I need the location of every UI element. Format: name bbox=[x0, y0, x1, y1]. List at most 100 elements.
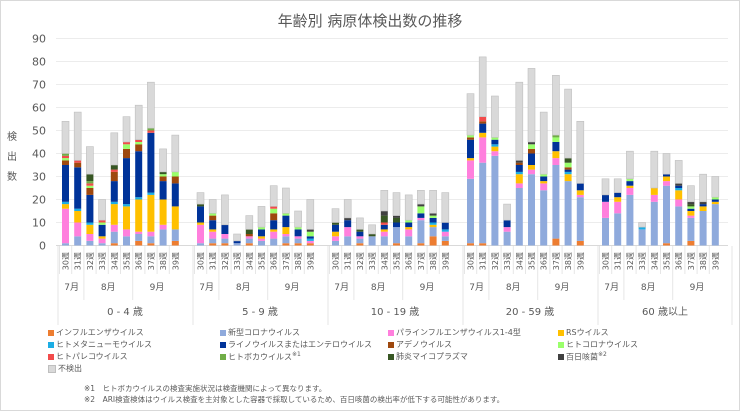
bar-segment bbox=[380, 211, 388, 216]
bar-segment bbox=[135, 139, 143, 142]
x-month-label: 9月 bbox=[285, 282, 300, 293]
x-week-label: 34週 bbox=[110, 252, 119, 270]
bar-segment bbox=[540, 176, 548, 182]
footnotes: ※1 ヒトボカウイルスの検査実施状況は検査機関によって異なります。 ※2 ARI検… bbox=[84, 383, 504, 405]
x-week-label: 33週 bbox=[233, 252, 242, 270]
bar-segment bbox=[258, 238, 265, 241]
bar-segment bbox=[528, 174, 535, 246]
bar-segment bbox=[515, 81, 524, 161]
bar-segment bbox=[674, 160, 683, 184]
bar-segment bbox=[528, 142, 535, 145]
bar-segment bbox=[380, 190, 389, 212]
bar-segment bbox=[699, 173, 707, 203]
bar-segment bbox=[711, 176, 720, 198]
bar-segment bbox=[209, 229, 217, 232]
bar-segment bbox=[626, 150, 634, 180]
bar-segment bbox=[209, 238, 217, 244]
bar-segment bbox=[368, 234, 376, 237]
x-age-group-label: 0 - 4 歳 bbox=[107, 306, 143, 318]
bar-segment bbox=[73, 111, 82, 161]
bar-segment bbox=[306, 238, 314, 241]
bar-segment bbox=[675, 199, 683, 207]
bar-segment bbox=[429, 222, 437, 225]
bar-segment bbox=[282, 215, 290, 228]
bar-segment bbox=[123, 142, 130, 145]
bar-segment bbox=[675, 185, 683, 188]
x-week-label: 39週 bbox=[576, 252, 585, 270]
legend-item: アデノウイルス bbox=[388, 339, 452, 350]
bar-segment bbox=[135, 144, 143, 152]
footnote-mark: ※2 bbox=[84, 395, 103, 404]
bar-segment bbox=[86, 222, 94, 225]
bar-segment bbox=[515, 188, 523, 246]
bar-segment bbox=[417, 220, 425, 244]
bar-segment bbox=[638, 227, 646, 230]
x-week-label: 30週 bbox=[332, 252, 341, 270]
x-week-label: 38週 bbox=[429, 252, 438, 270]
bar-segment bbox=[331, 208, 340, 223]
bar-segment bbox=[282, 243, 290, 246]
bar-segment bbox=[527, 68, 536, 143]
bar-segment bbox=[467, 178, 474, 244]
legend-item: パラインフルエンザウイルス1-4型 bbox=[388, 327, 521, 338]
x-week-label: 36週 bbox=[405, 252, 414, 270]
x-week-label: 31週 bbox=[614, 252, 623, 270]
legend-label: 不検出 bbox=[58, 364, 82, 373]
legend-item: 百日咳菌※2 bbox=[558, 351, 607, 363]
bar-segment bbox=[356, 217, 364, 230]
legend-item: 肺炎マイコプラズマ bbox=[388, 351, 468, 362]
bar-segment bbox=[479, 162, 487, 244]
bar-segment bbox=[528, 148, 535, 154]
x-week-label: 36週 bbox=[135, 252, 144, 270]
bar-segment bbox=[687, 211, 695, 216]
x-week-label: 31週 bbox=[209, 252, 218, 270]
bar-segment bbox=[98, 236, 106, 239]
x-week-label: 36週 bbox=[675, 252, 684, 270]
bar-segment bbox=[122, 116, 131, 143]
bar-segment bbox=[393, 215, 400, 218]
bar-segment bbox=[208, 199, 217, 214]
bar-segment bbox=[110, 171, 118, 182]
bar-segment bbox=[614, 192, 622, 198]
bar-segment bbox=[564, 181, 572, 246]
x-age-group-label: 60 歳以上 bbox=[642, 306, 688, 318]
bar-segment bbox=[159, 174, 167, 177]
bar-segment bbox=[405, 220, 413, 223]
bar-segment bbox=[687, 217, 695, 241]
bar-segment bbox=[552, 135, 560, 138]
bar-segment bbox=[258, 227, 265, 230]
bar-segment bbox=[209, 220, 217, 230]
x-month-label: 8月 bbox=[236, 282, 251, 293]
bar-segment bbox=[258, 229, 265, 237]
bar-segment bbox=[135, 199, 143, 232]
bar-segment bbox=[429, 227, 437, 237]
legend-swatch bbox=[48, 353, 54, 360]
bar-segment bbox=[404, 194, 413, 221]
bar-segment bbox=[209, 231, 217, 239]
legend-swatch bbox=[558, 354, 564, 361]
bar-segment bbox=[306, 243, 314, 246]
legend-label: RSウイルス bbox=[566, 328, 609, 337]
bar-segment bbox=[86, 224, 94, 234]
x-week-label: 38週 bbox=[159, 252, 168, 270]
legend-item: RSウイルス bbox=[558, 327, 609, 338]
bar-segment bbox=[405, 236, 413, 246]
bar-segment bbox=[197, 243, 204, 246]
bar-segment bbox=[209, 215, 217, 221]
x-week-label: 32週 bbox=[626, 252, 635, 270]
legend-swatch bbox=[220, 354, 226, 361]
bar-segment bbox=[98, 199, 106, 221]
bar-segment bbox=[380, 231, 388, 237]
bar-segment bbox=[638, 222, 646, 228]
x-week-label: 39週 bbox=[711, 252, 720, 270]
legend-label: 新型コロナウイルス bbox=[228, 328, 300, 337]
bar-segment bbox=[614, 213, 622, 246]
bar-segment bbox=[675, 190, 683, 200]
bar-segment bbox=[368, 224, 376, 235]
bar-segment bbox=[62, 155, 69, 159]
bar-segment bbox=[282, 227, 290, 234]
footnote-text: ヒトボカウイルスの検査実施状況は検査機関によって異なります。 bbox=[102, 384, 327, 393]
x-week-label: 34週 bbox=[245, 252, 254, 270]
bar-segment bbox=[135, 231, 143, 234]
bar-segment bbox=[417, 190, 425, 205]
